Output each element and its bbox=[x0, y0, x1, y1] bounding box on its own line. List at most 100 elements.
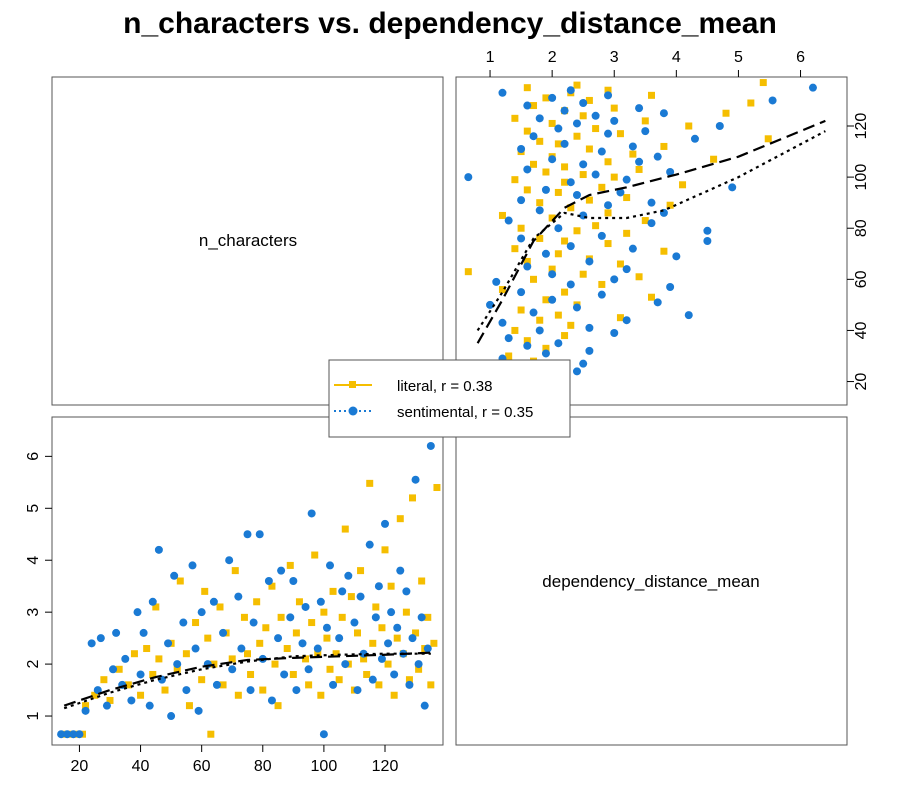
data-point bbox=[530, 160, 538, 168]
data-point bbox=[396, 566, 405, 575]
data-point bbox=[225, 556, 234, 565]
data-point bbox=[231, 567, 239, 575]
data-point bbox=[530, 275, 538, 283]
x-tick-label: 100 bbox=[311, 758, 338, 775]
data-point bbox=[567, 204, 575, 212]
data-point bbox=[143, 645, 151, 653]
data-point bbox=[541, 185, 550, 194]
data-point bbox=[420, 701, 429, 710]
data-point bbox=[179, 618, 188, 627]
data-point bbox=[703, 237, 712, 245]
fit-line bbox=[476, 130, 826, 332]
data-point bbox=[536, 199, 544, 207]
x-tick-label: 6 bbox=[796, 49, 805, 66]
data-point bbox=[523, 262, 532, 271]
data-point bbox=[653, 298, 662, 307]
legend-label-literal: literal, r = 0.38 bbox=[397, 378, 492, 395]
data-point bbox=[357, 567, 365, 575]
data-point bbox=[597, 290, 606, 299]
data-point bbox=[317, 691, 325, 699]
data-point bbox=[417, 613, 426, 622]
x-tick-label: 80 bbox=[254, 758, 272, 775]
data-point bbox=[182, 650, 190, 658]
data-point bbox=[344, 571, 353, 580]
data-point bbox=[176, 577, 184, 585]
data-point bbox=[616, 130, 624, 138]
data-point bbox=[598, 183, 606, 191]
legend-marker-sentimental bbox=[348, 406, 358, 416]
data-point bbox=[338, 587, 347, 596]
data-point bbox=[368, 675, 377, 684]
data-point bbox=[641, 117, 649, 125]
data-point bbox=[145, 701, 154, 710]
x-tick-label: 1 bbox=[486, 49, 495, 66]
y-tick-label: 120 bbox=[853, 113, 870, 140]
data-point bbox=[535, 326, 544, 335]
data-point bbox=[660, 247, 668, 255]
data-point bbox=[579, 160, 588, 169]
data-point bbox=[554, 311, 562, 319]
data-point bbox=[130, 650, 138, 658]
data-point bbox=[623, 229, 631, 237]
data-point bbox=[573, 227, 581, 235]
data-point bbox=[542, 94, 550, 102]
data-point bbox=[579, 99, 588, 107]
data-point bbox=[530, 102, 538, 110]
data-point bbox=[561, 288, 569, 296]
data-point bbox=[253, 598, 261, 606]
data-point bbox=[244, 650, 251, 658]
data-point bbox=[648, 91, 655, 99]
data-point bbox=[411, 475, 420, 484]
data-point bbox=[641, 127, 650, 136]
data-point bbox=[517, 224, 525, 232]
data-point bbox=[249, 618, 258, 627]
data-point bbox=[426, 441, 435, 450]
data-point bbox=[560, 106, 569, 115]
data-point bbox=[121, 654, 130, 663]
data-point bbox=[350, 618, 359, 627]
data-point bbox=[604, 158, 612, 166]
data-point bbox=[243, 530, 252, 539]
data-point bbox=[268, 582, 276, 590]
y-tick-label: 4 bbox=[25, 556, 42, 565]
variable-label-dependency-distance-mean: dependency_distance_mean bbox=[542, 572, 759, 591]
data-point bbox=[274, 634, 283, 643]
data-point bbox=[561, 237, 569, 245]
data-point bbox=[523, 186, 531, 194]
data-point bbox=[511, 326, 519, 334]
data-point bbox=[371, 613, 380, 622]
data-point bbox=[256, 639, 264, 647]
data-point bbox=[492, 277, 501, 286]
data-point bbox=[548, 93, 557, 102]
x-tick-label: 4 bbox=[672, 49, 681, 66]
data-point bbox=[170, 571, 179, 580]
data-point bbox=[566, 86, 575, 95]
data-point bbox=[234, 592, 243, 601]
data-point bbox=[81, 706, 90, 715]
data-point bbox=[319, 730, 328, 739]
data-point bbox=[511, 176, 519, 184]
data-point bbox=[523, 84, 531, 92]
data-point bbox=[381, 519, 389, 528]
data-point bbox=[517, 234, 526, 243]
data-point bbox=[240, 613, 248, 621]
data-point bbox=[517, 145, 526, 153]
panel-top-right bbox=[455, 76, 848, 406]
data-point bbox=[57, 730, 66, 739]
data-point bbox=[690, 134, 699, 143]
data-point bbox=[298, 639, 307, 648]
data-point bbox=[536, 234, 544, 242]
data-point bbox=[424, 613, 432, 621]
data-point bbox=[354, 629, 361, 637]
data-point bbox=[311, 551, 319, 559]
data-point bbox=[237, 644, 246, 653]
data-point bbox=[610, 116, 619, 125]
data-point bbox=[498, 88, 507, 97]
data-point bbox=[329, 680, 338, 689]
data-point bbox=[628, 244, 637, 253]
data-point bbox=[305, 681, 313, 689]
data-point bbox=[102, 701, 111, 710]
data-point bbox=[164, 639, 173, 648]
data-point bbox=[423, 644, 432, 653]
